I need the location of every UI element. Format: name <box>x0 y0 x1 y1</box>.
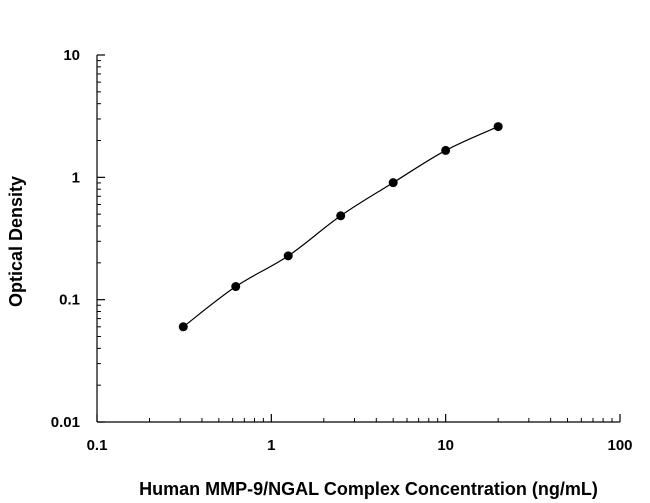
data-point <box>441 145 451 155</box>
y-axis-title: Optical Density <box>6 176 26 307</box>
data-point <box>283 251 293 261</box>
tick-labels: 0.1 1 10 100 0.01 0.1 1 10 <box>51 47 633 454</box>
ticks <box>96 54 621 423</box>
x-tick-label: 10 <box>437 437 454 454</box>
y-tick-label: 0.01 <box>51 414 80 431</box>
data-point <box>178 322 188 332</box>
data-point <box>336 211 346 221</box>
x-tick-label: 0.1 <box>87 437 108 454</box>
y-tick-label: 0.1 <box>59 292 80 309</box>
data-point <box>388 178 398 188</box>
axes <box>96 55 620 423</box>
fit-curve <box>182 126 499 328</box>
x-tick-label: 1 <box>267 437 275 454</box>
y-tick-label: 10 <box>63 47 80 64</box>
data-point <box>231 282 241 292</box>
data-points <box>178 122 503 332</box>
x-tick-label: 100 <box>607 437 632 454</box>
x-axis-title: Human MMP-9/NGAL Complex Concentration (… <box>139 479 598 499</box>
y-tick-label: 1 <box>72 169 80 186</box>
data-point <box>493 122 503 132</box>
